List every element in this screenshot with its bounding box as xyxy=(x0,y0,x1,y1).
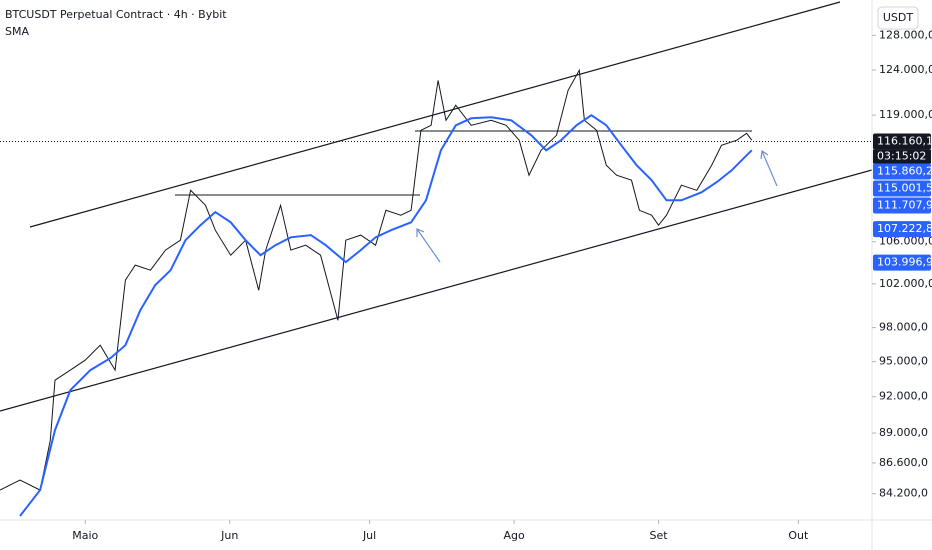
price-tag xyxy=(873,254,931,271)
y-tick-label: 106.000,0 xyxy=(879,235,932,248)
channel-lower xyxy=(0,169,872,412)
chart-title: BTCUSDT Perpetual Contract · 4h · Bybit xyxy=(5,8,227,21)
y-tick-label: 102.000,0 xyxy=(879,277,932,290)
y-tick-label: 119.000,0 xyxy=(879,108,932,121)
x-tick-label: Set xyxy=(650,529,669,542)
currency-label: USDT xyxy=(883,11,914,24)
y-tick-label: 89.000,0 xyxy=(879,426,928,439)
x-tick-label: Maio xyxy=(72,529,98,542)
price-tag-label: 115.001,5 xyxy=(877,182,932,195)
y-tick-label: 84.200,0 xyxy=(879,487,928,500)
channel-upper xyxy=(29,1,841,228)
series-line xyxy=(0,68,753,491)
y-tick-label: 95.000,0 xyxy=(879,355,928,368)
y-tick-label: 124.000,0 xyxy=(879,63,932,76)
countdown-bg xyxy=(873,149,931,164)
countdown: 03:15:02 xyxy=(877,150,926,163)
arrow xyxy=(416,228,441,263)
price-tag xyxy=(873,180,931,197)
price-tag xyxy=(873,197,931,214)
price-tag xyxy=(873,163,931,180)
indicator-name: SMA xyxy=(5,25,29,38)
y-tick-label: 92.000,0 xyxy=(879,390,928,403)
price-tag xyxy=(873,133,931,150)
currency-button[interactable] xyxy=(877,6,919,30)
arrow xyxy=(760,149,778,187)
price-tag-label: 115.860,2 xyxy=(877,165,932,178)
price-tag-label: 116.160,1 xyxy=(877,135,932,148)
drawings xyxy=(0,1,872,412)
series-line xyxy=(19,113,753,517)
plot-area xyxy=(0,68,872,517)
y-tick-label: 128.000,0 xyxy=(879,28,932,41)
x-tick-label: Jun xyxy=(220,529,238,542)
price-tag-label: 111.707,9 xyxy=(877,199,932,212)
price-tag-label: 107.222,8 xyxy=(877,222,932,235)
y-tick-label: 86.600,0 xyxy=(879,456,928,469)
x-tick-label: Jul xyxy=(362,529,376,542)
price-tag xyxy=(873,221,931,238)
y-tick-label: 98.000,0 xyxy=(879,321,928,334)
price-tag-label: 103.996,9 xyxy=(877,256,932,269)
x-tick-label: Ago xyxy=(503,529,525,542)
x-tick-label: Out xyxy=(788,529,809,542)
